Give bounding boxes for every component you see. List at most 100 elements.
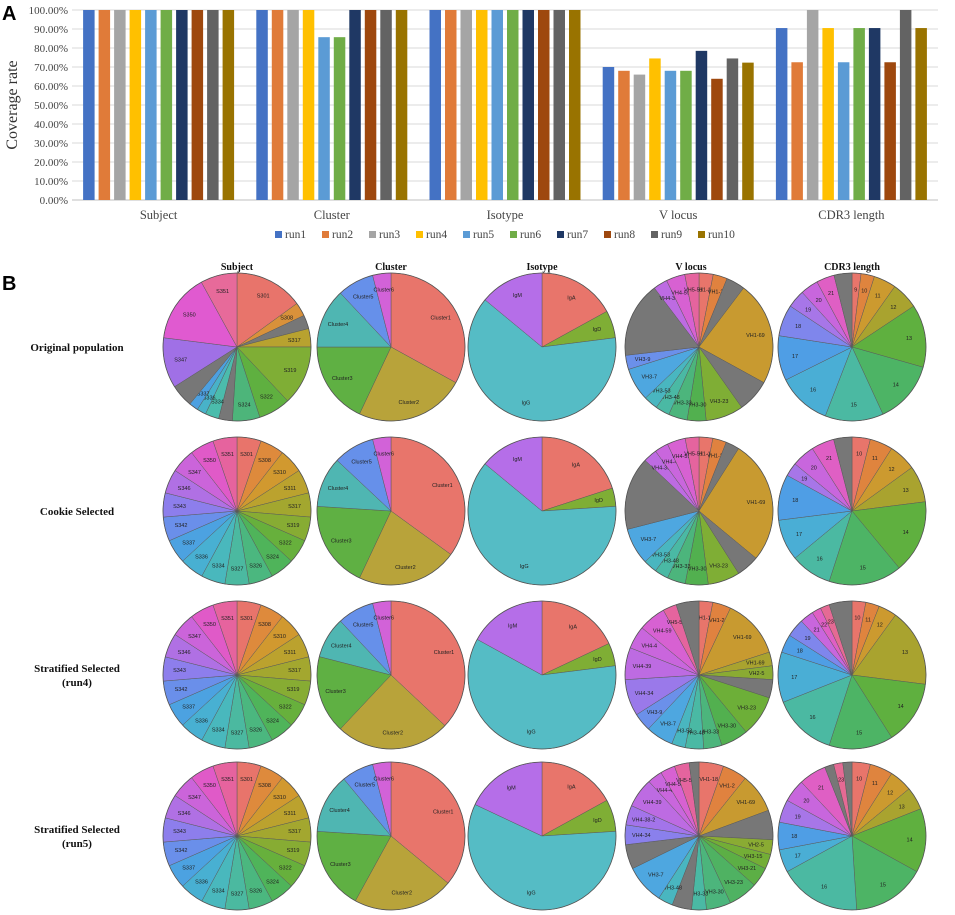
slice-label: 9 xyxy=(854,287,857,293)
bar-run3 xyxy=(460,10,472,200)
pie-outline xyxy=(624,436,774,586)
slice-label: S311 xyxy=(284,486,296,492)
y-tick-label: 0.00% xyxy=(40,195,68,207)
slice-label: 12 xyxy=(888,467,894,473)
pie-outline xyxy=(777,600,927,750)
bar-run10 xyxy=(915,28,927,200)
slice-label: IgG xyxy=(527,730,536,736)
legend-swatch xyxy=(557,231,564,238)
pie-outline xyxy=(162,436,312,586)
slice-label: S334 xyxy=(211,399,224,405)
slice-label: 12 xyxy=(877,622,883,628)
pie-outline xyxy=(467,436,617,586)
slice-label: S343 xyxy=(173,829,186,835)
slice-label: VH1-2 xyxy=(709,618,725,624)
slice-label: S326 xyxy=(249,889,262,895)
bar-run8 xyxy=(191,10,204,200)
slice-label: 17 xyxy=(795,854,801,860)
slice-label: Cluster6 xyxy=(374,777,394,783)
slice-label: S301 xyxy=(240,452,253,458)
legend-label: run9 xyxy=(661,229,682,241)
slice-label: S319 xyxy=(287,848,300,854)
bar-run1 xyxy=(83,10,95,200)
slice-label: VH3-7 xyxy=(660,722,676,728)
slice-label: S326 xyxy=(249,728,262,734)
slice-label: S351 xyxy=(221,452,234,458)
slice-label: Cluster4 xyxy=(328,486,348,492)
pie-outline xyxy=(777,761,927,911)
legend-label: run6 xyxy=(520,229,541,241)
bar-run4 xyxy=(129,10,142,200)
slice-label: 21 xyxy=(828,291,834,297)
slice-label: VH3-7 xyxy=(642,374,658,380)
slice-label: 10 xyxy=(854,616,860,622)
slice-label: VH4-4 xyxy=(662,459,678,465)
slice-label: VH1-2 xyxy=(707,454,723,460)
slice-label: 18 xyxy=(795,324,801,330)
bar-run6 xyxy=(680,70,692,200)
bar-run10 xyxy=(222,10,235,200)
bar-run7 xyxy=(176,10,188,200)
slice-label: VH3-30 xyxy=(717,724,736,730)
bar-run2 xyxy=(618,70,630,200)
slice-label: S342 xyxy=(175,687,188,693)
slice-label: IgA xyxy=(567,295,576,301)
slice-label: S319 xyxy=(284,368,297,374)
legend-label: run2 xyxy=(332,229,353,241)
slice-label: VH1-18 xyxy=(695,452,714,458)
slice-label: S337 xyxy=(182,541,195,547)
bar-run1 xyxy=(256,10,268,200)
slice-label: S308 xyxy=(258,622,271,628)
pie-grid: Subject Cluster Isotype V locus CDR3 length O… xyxy=(30,262,927,911)
slice-label: 14 xyxy=(893,383,899,389)
slice-label: 15 xyxy=(856,730,862,736)
slice-label: 18 xyxy=(791,834,797,840)
slice-label: S337 xyxy=(182,866,195,872)
slice-label: S317 xyxy=(288,829,301,835)
slice-label: 19 xyxy=(804,636,810,642)
bar-run8 xyxy=(364,10,377,200)
slice-label: 15 xyxy=(880,883,886,889)
slice-label: S347 xyxy=(188,470,201,476)
legend-label: run4 xyxy=(426,229,447,241)
slice-label: 19 xyxy=(801,477,807,483)
x-tick-label: Subject xyxy=(140,208,178,222)
legend-swatch xyxy=(322,231,329,238)
y-tick-label: 10.00% xyxy=(34,176,68,188)
pie-cluster: Cluster1 Cluster2 Cluster3 Cluster4 Cluster5… xyxy=(316,600,466,750)
slice-label: 15 xyxy=(860,566,866,572)
row-header: (run4) xyxy=(62,677,92,689)
slice-label: S319 xyxy=(287,687,300,693)
x-tick-label: Isotype xyxy=(487,208,524,222)
slice-label: S336 xyxy=(203,396,216,402)
slice-label: 15 xyxy=(851,403,857,409)
slice-label: S322 xyxy=(279,866,292,872)
slice-label: IgM xyxy=(513,293,523,299)
slice-label: Cluster1 xyxy=(432,483,452,489)
slice-label: S317 xyxy=(288,504,301,510)
slice-label: S334 xyxy=(212,889,225,895)
y-axis-label: Coverage rate xyxy=(4,60,21,149)
slice-label: VH2-5 xyxy=(748,843,764,849)
pie-outline xyxy=(777,272,927,422)
bar-run4 xyxy=(822,28,834,200)
slice-label: Cluster5 xyxy=(351,459,371,465)
slice-label: S310 xyxy=(273,634,286,640)
slice-label: S317 xyxy=(288,338,301,344)
x-tick-label: V locus xyxy=(659,208,697,222)
slice-label: VH1-69 xyxy=(736,800,755,806)
slice-label: 13 xyxy=(902,650,908,656)
bar-chart: 0.00% 10.00% 20.00% 30.00% 40.00% 50.00% 60.00… xyxy=(4,5,938,241)
slice-label: S346 xyxy=(178,811,191,817)
slice-label: S324 xyxy=(266,555,279,561)
pie-cluster: Cluster1 Cluster2 Cluster3 Cluster4 Cluster5… xyxy=(316,272,466,422)
pie-outline xyxy=(467,761,617,911)
slice-label: Cluster5 xyxy=(353,294,373,300)
slice-label: VH3-23 xyxy=(710,399,729,405)
slice-label: S351 xyxy=(221,777,234,783)
bar-run4 xyxy=(302,10,315,200)
pie-outline xyxy=(624,272,774,422)
row-header: Stratified Selected xyxy=(34,824,120,836)
